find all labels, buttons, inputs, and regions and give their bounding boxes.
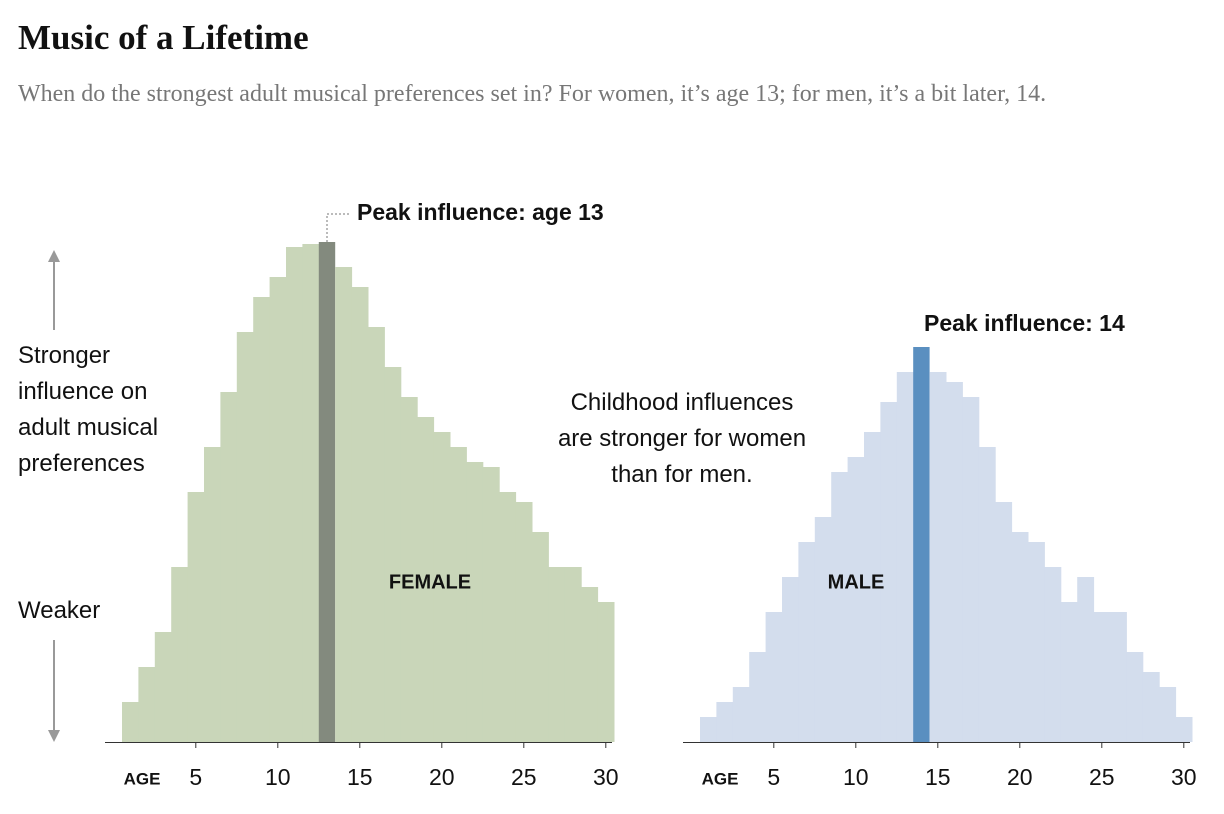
x-tick-label: 10: [843, 764, 869, 790]
bar: [335, 267, 353, 742]
arrow-head: [48, 730, 60, 742]
bar: [1044, 567, 1062, 742]
bar: [417, 417, 435, 742]
bar: [1110, 612, 1127, 742]
bar: [400, 397, 418, 742]
bar: [138, 667, 156, 742]
bar: [302, 244, 320, 742]
bar: [482, 467, 500, 742]
bar: [946, 382, 963, 742]
bar: [1126, 652, 1144, 742]
bar: [187, 492, 205, 742]
bar: [732, 687, 750, 742]
x-tick-label: 5: [189, 764, 202, 790]
bar: [1060, 602, 1078, 742]
bar: [847, 457, 865, 742]
bar: [995, 502, 1013, 742]
bar: [814, 517, 832, 742]
peak-bar: [913, 347, 930, 742]
series-label: MALE: [828, 571, 885, 593]
y-label: Weaker: [18, 597, 101, 624]
bar: [368, 327, 385, 742]
bar: [1142, 672, 1160, 742]
bar: [962, 397, 980, 742]
bar: [532, 532, 549, 742]
bar: [1159, 687, 1177, 742]
x-tick-label: 15: [925, 764, 951, 790]
bar: [896, 372, 914, 742]
bar: [765, 612, 783, 742]
bar: [1011, 532, 1029, 742]
bar: [1077, 577, 1095, 742]
bar: [466, 462, 484, 742]
x-axis-label: AGE: [702, 769, 739, 788]
bar: [581, 587, 599, 742]
x-tick-label: 25: [511, 764, 537, 790]
bar: [204, 447, 221, 742]
x-tick-label: 10: [265, 764, 291, 790]
bar: [433, 432, 451, 742]
bar: [831, 472, 849, 742]
x-tick-label: 30: [593, 764, 619, 790]
peak-label: Peak influence: age 13: [357, 199, 604, 225]
arrow-head: [48, 250, 60, 262]
bar: [798, 542, 816, 742]
bar: [171, 567, 189, 742]
bar: [1175, 717, 1193, 742]
bar: [929, 372, 947, 742]
bar: [1093, 612, 1111, 742]
bar: [782, 577, 799, 742]
bar: [880, 402, 898, 742]
bar: [253, 297, 271, 742]
bar: [749, 652, 767, 742]
peak-bar: [318, 242, 336, 742]
bar: [236, 332, 254, 742]
bar: [597, 602, 615, 742]
bar: [1028, 542, 1045, 742]
title: Music of a Lifetime: [18, 18, 309, 57]
x-tick-label: 20: [1007, 764, 1033, 790]
x-tick-label: 30: [1171, 764, 1197, 790]
bar: [978, 447, 996, 742]
bar: [515, 502, 533, 742]
bar: [154, 632, 172, 742]
bar: [269, 277, 287, 742]
series-label: FEMALE: [389, 571, 471, 593]
bar: [564, 567, 582, 742]
y-label: Stronger influence on adult musical pref…: [18, 342, 159, 477]
peak-label: Peak influence: 14: [924, 310, 1125, 336]
subtitle: When do the strongest adult musical pref…: [18, 81, 1047, 107]
bar: [716, 702, 734, 742]
x-tick-label: 5: [767, 764, 780, 790]
bar: [286, 247, 303, 742]
bar: [450, 447, 467, 742]
bar: [700, 717, 717, 742]
bar: [351, 287, 369, 742]
bar: [864, 432, 881, 742]
bar: [384, 367, 402, 742]
bar: [122, 702, 139, 742]
bar: [548, 567, 566, 742]
x-tick-label: 15: [347, 764, 373, 790]
bar: [499, 492, 517, 742]
x-tick-label: 25: [1089, 764, 1115, 790]
annotation: Childhood influences are stronger for wo…: [557, 389, 807, 488]
x-axis-label: AGE: [124, 769, 161, 788]
x-tick-label: 20: [429, 764, 455, 790]
leader-line: [326, 213, 351, 242]
bar: [220, 392, 238, 742]
